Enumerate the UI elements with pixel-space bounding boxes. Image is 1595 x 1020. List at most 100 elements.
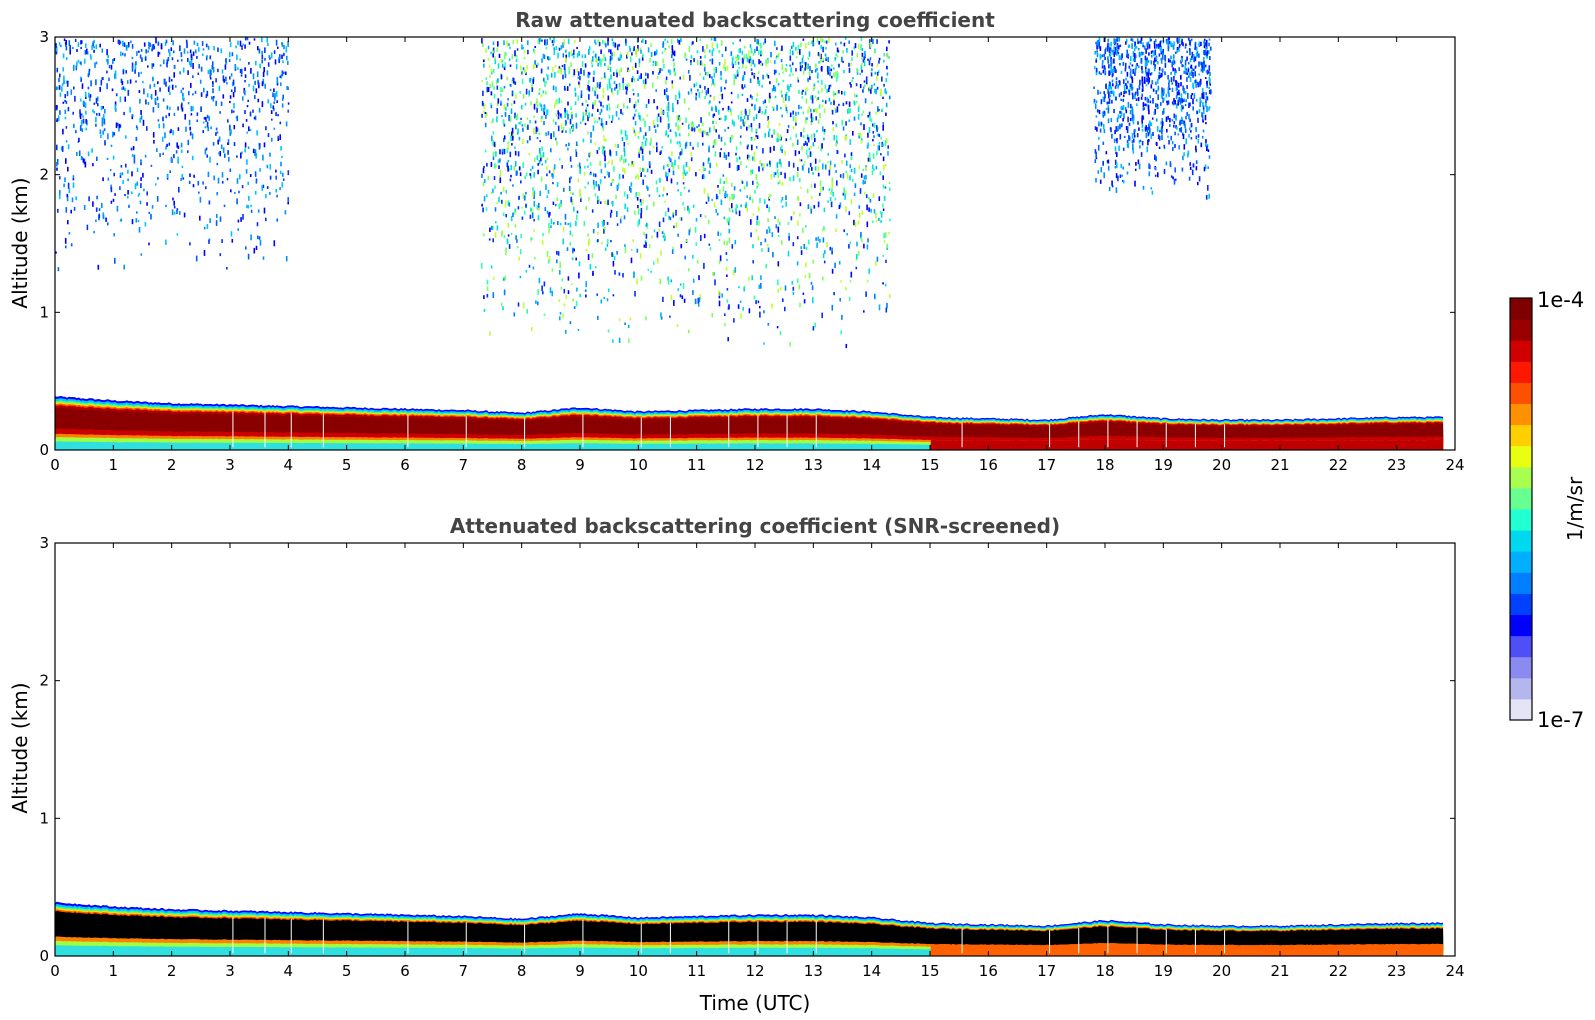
raw-xtick-label: 4 bbox=[284, 456, 294, 474]
raw-xtick-label: 17 bbox=[1037, 456, 1056, 474]
snr-xtick-label: 0 bbox=[50, 962, 60, 980]
colorbar-unit-label: 1/m/sr bbox=[1563, 476, 1587, 541]
snr-xtick-label: 12 bbox=[745, 962, 764, 980]
snr-xtick-label: 24 bbox=[1445, 962, 1464, 980]
raw-xtick-label: 24 bbox=[1445, 456, 1464, 474]
chart-raw: Raw attenuated backscattering coefficien… bbox=[8, 8, 1465, 474]
snr-xtick-label: 16 bbox=[979, 962, 998, 980]
colorbar-band bbox=[1510, 530, 1532, 552]
raw-xtick-label: 8 bbox=[517, 456, 527, 474]
raw-xtick-label: 16 bbox=[979, 456, 998, 474]
colorbar-band bbox=[1510, 424, 1532, 447]
raw-xtick-label: 23 bbox=[1387, 456, 1406, 474]
chart-raw-title: Raw attenuated backscattering coefficien… bbox=[515, 8, 995, 32]
raw-noise-region-2 bbox=[1093, 37, 1212, 200]
raw-ytick-label: 1 bbox=[39, 303, 49, 321]
raw-xtick-label: 15 bbox=[920, 456, 939, 474]
raw-ytick-label: 3 bbox=[39, 28, 49, 46]
raw-plot-area bbox=[55, 37, 1444, 450]
raw-xtick-label: 6 bbox=[400, 456, 410, 474]
raw-x-axis: 0 1 2 3 4 5 6 7 8 9 10 11 12 13 14 15 16 17 18 19 20 21 22 23 24 bbox=[50, 37, 1465, 474]
raw-xtick-label: 21 bbox=[1270, 456, 1289, 474]
raw-ytick-label: 2 bbox=[39, 166, 49, 184]
colorbar-band bbox=[1510, 340, 1532, 362]
raw-xtick-label: 10 bbox=[629, 456, 648, 474]
snr-xtick-label: 10 bbox=[629, 962, 648, 980]
raw-plot-frame bbox=[54, 36, 1456, 451]
snr-plot-frame bbox=[54, 542, 1456, 957]
colorbar-band bbox=[1510, 403, 1532, 426]
colorbar-band bbox=[1510, 382, 1532, 404]
snr-xtick-label: 7 bbox=[459, 962, 469, 980]
snr-ytick-label: 0 bbox=[39, 947, 49, 965]
snr-ytick-label: 2 bbox=[39, 672, 49, 690]
snr-y-axis: 0 1 2 3 bbox=[39, 534, 1455, 965]
snr-late-lower-band bbox=[930, 943, 1444, 956]
colorbar-band bbox=[1510, 572, 1532, 594]
snr-xtick-label: 20 bbox=[1212, 962, 1231, 980]
raw-xtick-label: 2 bbox=[167, 456, 177, 474]
raw-xtick-label: 12 bbox=[745, 456, 764, 474]
colorbar-band bbox=[1510, 509, 1532, 531]
raw-xtick-label: 0 bbox=[50, 456, 60, 474]
chart-raw-ylabel: Altitude (km) bbox=[8, 177, 32, 308]
snr-xtick-label: 6 bbox=[400, 962, 410, 980]
snr-xtick-label: 3 bbox=[225, 962, 235, 980]
colorbar-band bbox=[1510, 319, 1532, 341]
snr-xtick-label: 1 bbox=[109, 962, 119, 980]
snr-xtick-label: 8 bbox=[517, 962, 527, 980]
raw-xtick-label: 7 bbox=[459, 456, 469, 474]
snr-plot-area bbox=[55, 901, 1444, 956]
colorbar-frame bbox=[1509, 297, 1533, 721]
colorbar-band bbox=[1510, 361, 1532, 383]
snr-xtick-label: 14 bbox=[862, 962, 881, 980]
colorbar-band bbox=[1510, 551, 1532, 573]
snr-xtick-label: 19 bbox=[1154, 962, 1173, 980]
chart-snr-title: Attenuated backscattering coefficient (S… bbox=[450, 514, 1060, 538]
snr-xtick-label: 11 bbox=[687, 962, 706, 980]
colorbar-band bbox=[1510, 614, 1532, 637]
snr-xtick-label: 2 bbox=[167, 962, 177, 980]
colorbar-max-label: 1e-4 bbox=[1537, 288, 1584, 312]
raw-late-lower-band bbox=[930, 439, 1444, 450]
colorbar-min-label: 1e-7 bbox=[1537, 708, 1584, 732]
snr-xtick-label: 4 bbox=[284, 962, 294, 980]
snr-xtick-label: 22 bbox=[1329, 962, 1348, 980]
snr-x-axis: 0 1 2 3 4 5 6 7 8 9 10 11 12 13 14 15 16 17 18 19 20 21 22 23 24 bbox=[50, 543, 1465, 980]
raw-xtick-label: 9 bbox=[575, 456, 585, 474]
colorbar: 1e-4 1e-7 1/m/sr bbox=[1509, 288, 1587, 732]
colorbar-band bbox=[1510, 698, 1532, 721]
raw-ytick-label: 0 bbox=[39, 441, 49, 459]
colorbar-band bbox=[1510, 445, 1532, 468]
colorbar-band bbox=[1510, 466, 1532, 489]
raw-xtick-label: 3 bbox=[225, 456, 235, 474]
colorbar-gradient bbox=[1510, 298, 1532, 721]
snr-xtick-label: 17 bbox=[1037, 962, 1056, 980]
raw-xtick-label: 14 bbox=[862, 456, 881, 474]
raw-xtick-label: 19 bbox=[1154, 456, 1173, 474]
raw-xtick-label: 13 bbox=[804, 456, 823, 474]
raw-y-axis: 0 1 2 3 bbox=[39, 28, 1455, 459]
raw-noise-region-1 bbox=[480, 37, 891, 349]
raw-noise-region-0 bbox=[55, 37, 290, 272]
snr-xtick-label: 13 bbox=[804, 962, 823, 980]
snr-xtick-label: 15 bbox=[920, 962, 939, 980]
colorbar-band bbox=[1510, 487, 1532, 510]
raw-xtick-label: 22 bbox=[1329, 456, 1348, 474]
chart-snr-ylabel: Altitude (km) bbox=[8, 682, 32, 813]
raw-xtick-label: 11 bbox=[687, 456, 706, 474]
snr-ytick-label: 3 bbox=[39, 534, 49, 552]
colorbar-band bbox=[1510, 635, 1532, 658]
snr-ytick-label: 1 bbox=[39, 809, 49, 827]
chart-snr: Attenuated backscattering coefficient (S… bbox=[8, 514, 1465, 1015]
colorbar-band bbox=[1510, 677, 1532, 700]
snr-xtick-label: 23 bbox=[1387, 962, 1406, 980]
raw-xtick-label: 1 bbox=[109, 456, 119, 474]
snr-xtick-label: 9 bbox=[575, 962, 585, 980]
chart-snr-xlabel: Time (UTC) bbox=[699, 991, 811, 1015]
raw-xtick-label: 20 bbox=[1212, 456, 1231, 474]
snr-xtick-label: 5 bbox=[342, 962, 352, 980]
colorbar-band bbox=[1510, 593, 1532, 615]
colorbar-band bbox=[1510, 298, 1532, 320]
